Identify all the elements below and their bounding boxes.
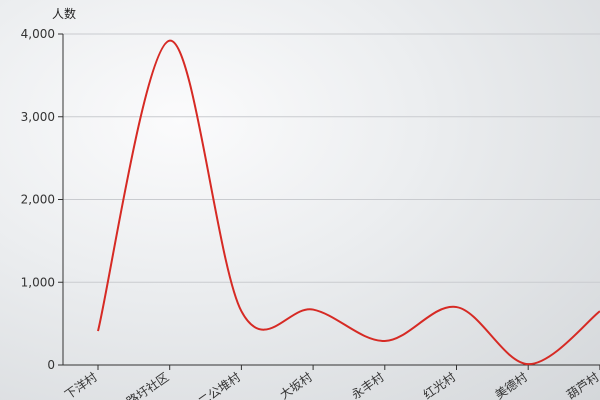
x-tick-label: 大坂村: [277, 370, 315, 400]
y-tick-label: 2,000: [21, 193, 55, 207]
x-tick-label: 路圩社区: [123, 369, 171, 400]
grid-lines: [63, 33, 600, 283]
y-tick-label: 1,000: [21, 275, 55, 289]
y-axis: 0 1,000 2,000 3,000 4,000: [21, 27, 64, 372]
x-axis: 下洋村 路圩社区 二公堆村 大坂村 永丰村 红光村 美德村 葫芦村: [62, 364, 600, 400]
x-tick-label: 红光村: [420, 369, 458, 400]
x-tick-label: 美德村: [492, 369, 530, 400]
x-tick-label: 二公堆村: [196, 370, 243, 400]
x-tick-label: 葫芦村: [564, 370, 600, 400]
series-line: [97, 39, 600, 366]
x-tick-label: 下洋村: [62, 369, 100, 400]
y-tick-label: 4,000: [21, 27, 55, 41]
x-tick-label: 永丰村: [349, 370, 387, 400]
y-tick-label: 3,000: [21, 110, 55, 124]
series-group: [97, 39, 600, 366]
y-tick-label: 0: [47, 358, 55, 372]
y-axis-title: 人数: [52, 6, 76, 21]
